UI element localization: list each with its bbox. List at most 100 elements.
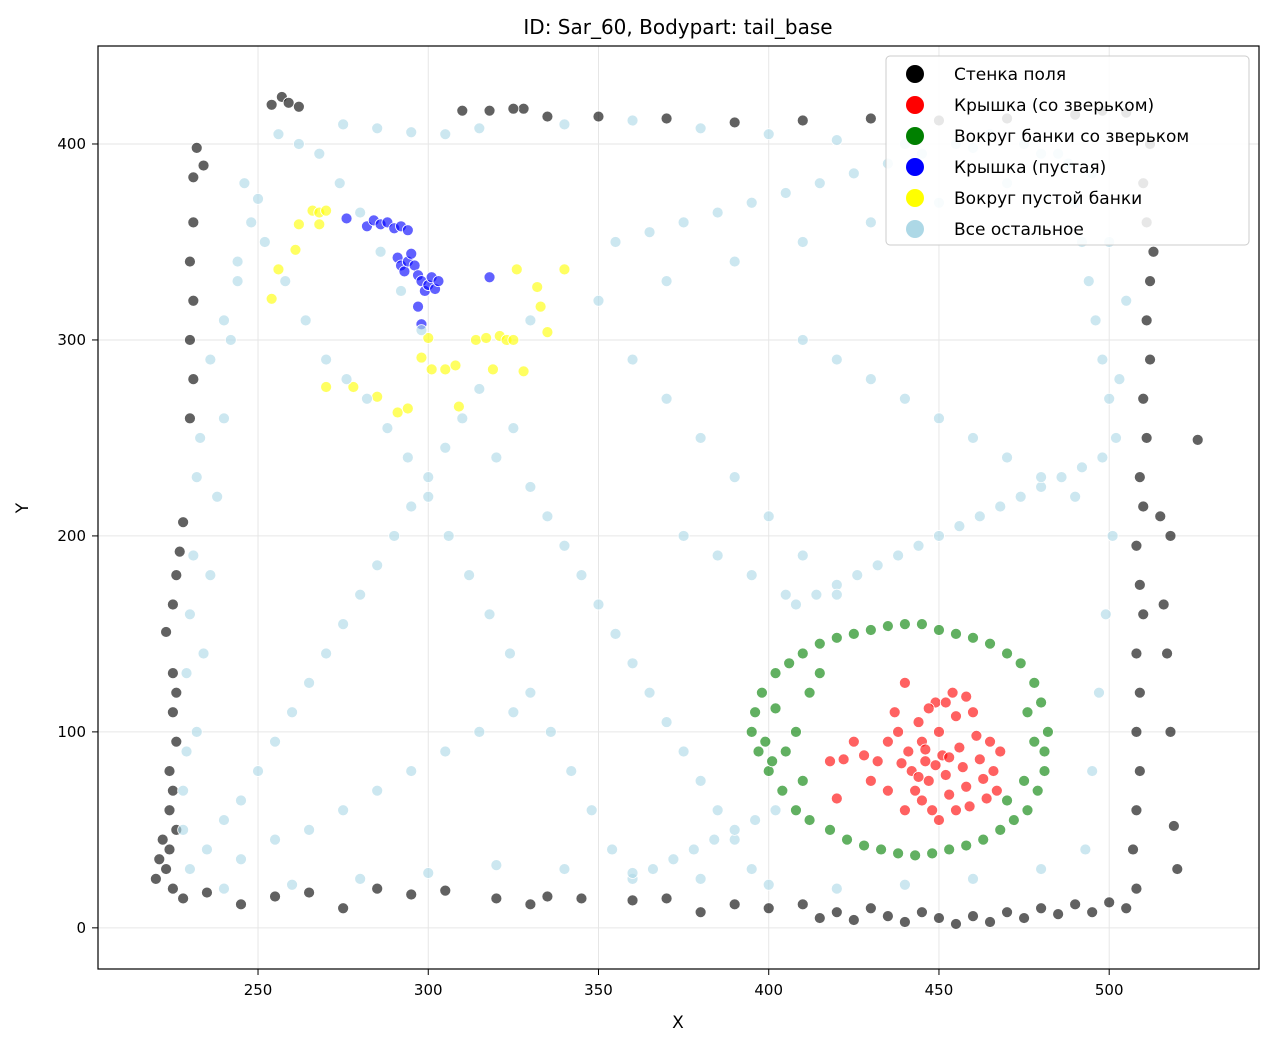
data-point <box>909 849 922 862</box>
data-point <box>1055 471 1068 484</box>
data-point <box>987 765 1000 777</box>
data-point <box>626 657 639 670</box>
data-point <box>405 888 418 901</box>
data-point <box>167 784 179 797</box>
data-point <box>899 916 911 928</box>
data-point <box>609 627 622 640</box>
data-point <box>524 314 537 327</box>
data-point <box>779 745 792 758</box>
data-point <box>899 804 911 817</box>
data-point <box>830 579 843 591</box>
data-point <box>347 381 360 393</box>
data-point <box>762 510 775 523</box>
data-point <box>1028 735 1041 748</box>
data-point <box>177 823 190 836</box>
data-point <box>585 804 598 817</box>
data-point <box>490 859 503 872</box>
data-point <box>899 618 911 630</box>
data-point <box>950 627 962 640</box>
data-point <box>973 753 986 766</box>
data-point <box>1130 725 1143 738</box>
data-point <box>745 725 758 738</box>
data-point <box>888 706 901 719</box>
data-point <box>320 353 333 366</box>
data-point <box>177 516 190 529</box>
data-point <box>967 910 979 922</box>
data-point <box>677 745 690 758</box>
data-point <box>711 549 724 562</box>
data-point <box>487 363 499 376</box>
data-point <box>912 771 925 783</box>
data-point <box>439 363 452 376</box>
data-point <box>892 549 905 562</box>
data-point <box>851 569 864 582</box>
data-point <box>694 432 707 444</box>
data-point <box>1099 608 1112 621</box>
data-point <box>1018 774 1030 787</box>
data-point <box>1191 433 1204 446</box>
data-point <box>517 365 530 378</box>
data-point <box>899 676 911 689</box>
legend-label: Крышка (пустая) <box>954 158 1106 178</box>
legend-label: Вокруг пустой банки <box>954 189 1142 209</box>
data-point <box>796 898 809 911</box>
data-point <box>269 735 281 748</box>
data-point <box>252 192 264 205</box>
data-point <box>1130 804 1143 817</box>
data-point <box>439 128 452 141</box>
data-point <box>933 912 945 924</box>
data-point <box>864 112 877 125</box>
data-point <box>442 530 455 542</box>
data-point <box>1086 906 1099 919</box>
data-point <box>354 588 367 601</box>
data-point <box>238 177 251 190</box>
data-point <box>950 710 962 723</box>
legend-marker <box>906 65 924 83</box>
data-point <box>783 657 796 670</box>
data-point <box>909 784 922 797</box>
series-group <box>824 676 1007 826</box>
data-point <box>1021 706 1034 719</box>
data-point <box>960 780 973 793</box>
data-point <box>211 490 224 503</box>
data-point <box>483 104 496 117</box>
data-point <box>796 114 809 127</box>
data-point <box>371 882 384 895</box>
data-point <box>337 618 350 630</box>
data-point <box>218 314 230 327</box>
data-point <box>779 187 792 199</box>
data-point <box>415 351 428 364</box>
data-point <box>398 265 411 278</box>
data-point <box>337 804 350 817</box>
data-point <box>507 706 520 719</box>
data-point <box>558 263 571 276</box>
data-point <box>153 853 166 866</box>
data-point <box>994 745 1007 758</box>
data-point <box>994 500 1007 513</box>
data-point <box>163 804 176 817</box>
y-axis-ticks: 0 100 200 300 400 <box>57 135 98 937</box>
data-point <box>299 314 312 327</box>
data-point <box>167 706 179 719</box>
data-point <box>184 255 196 268</box>
data-point <box>449 359 462 372</box>
legend-label: Стенка поля <box>954 65 1066 85</box>
data-point <box>167 882 179 895</box>
data-point <box>473 725 486 738</box>
data-point <box>1127 843 1139 856</box>
data-point <box>943 751 956 764</box>
data-point <box>510 263 523 276</box>
data-point <box>592 110 605 123</box>
data-point <box>769 804 782 817</box>
data-point <box>875 843 887 856</box>
data-point <box>950 804 962 817</box>
data-point <box>395 285 407 297</box>
legend-marker <box>906 189 924 207</box>
data-point <box>187 216 200 229</box>
data-point <box>190 142 203 154</box>
y-axis-label: Y <box>13 502 33 514</box>
legend-marker <box>906 96 924 114</box>
data-point <box>269 890 281 903</box>
data-point <box>524 481 537 493</box>
